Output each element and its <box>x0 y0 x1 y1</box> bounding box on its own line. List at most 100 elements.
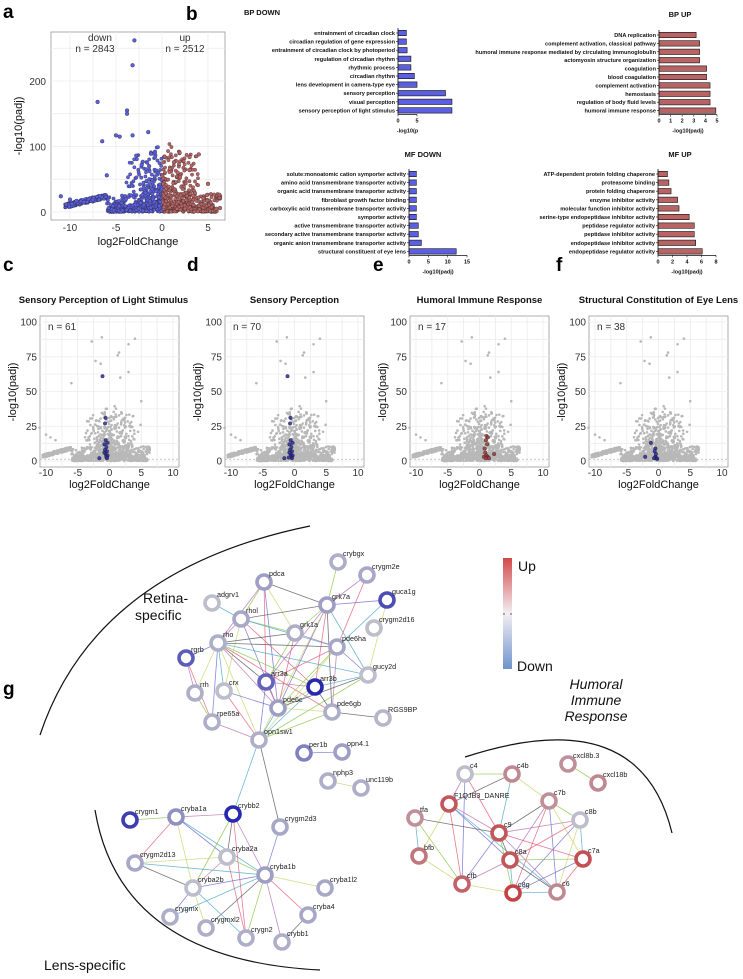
data-point-down <box>104 173 109 178</box>
data-point <box>276 413 280 417</box>
data-point <box>141 185 146 190</box>
data-point <box>182 168 187 173</box>
bar-category-label: enzyme inhibitor activity <box>590 198 656 204</box>
data-point <box>312 444 316 448</box>
data-point <box>267 455 271 458</box>
data-point <box>97 434 101 438</box>
data-point <box>144 445 147 449</box>
data-point <box>150 178 155 182</box>
data-point <box>83 457 87 461</box>
data-point <box>297 433 301 437</box>
data-point <box>90 431 94 435</box>
data-point <box>170 173 175 178</box>
data-point <box>282 427 285 431</box>
data-point-down <box>95 99 100 105</box>
data-point <box>46 453 49 456</box>
highlighted-point <box>103 421 108 426</box>
data-point-down <box>132 38 137 43</box>
x-tick-label: 0 <box>292 468 298 479</box>
x-tick-label: 5 <box>138 468 144 479</box>
bar-category-label: regulation of circadian rhythm <box>314 57 395 63</box>
data-point <box>163 165 167 170</box>
y-tick-label: 100 <box>205 318 222 329</box>
data-point-up <box>205 192 210 198</box>
data-point <box>150 187 155 192</box>
data-point <box>195 209 200 214</box>
n-label: n = 70 <box>233 322 262 333</box>
data-point <box>318 454 322 458</box>
data-point <box>144 450 147 453</box>
data-point <box>311 420 315 423</box>
data-point <box>158 168 163 172</box>
bar <box>408 214 417 221</box>
data-point <box>308 418 311 422</box>
bar <box>657 188 672 195</box>
data-point <box>227 453 230 457</box>
data-point <box>281 431 285 434</box>
data-point <box>136 206 141 211</box>
data-point <box>259 454 262 458</box>
data-point <box>303 457 307 460</box>
y-axis-label: -log10(padj) <box>192 363 204 422</box>
data-point <box>109 414 113 418</box>
data-point <box>90 197 95 202</box>
data-point <box>161 193 166 198</box>
data-point <box>100 411 104 415</box>
data-point-down <box>139 162 144 167</box>
data-point <box>44 433 48 436</box>
data-point <box>284 436 288 439</box>
data-point <box>70 202 75 206</box>
data-point <box>83 449 87 452</box>
bar-category-label: organic acid transmembrane transporter a… <box>277 189 407 195</box>
data-point <box>157 204 162 208</box>
data-point <box>169 152 173 157</box>
data-point <box>144 170 148 175</box>
data-point <box>161 176 166 181</box>
data-point <box>104 426 107 429</box>
bar <box>658 107 717 114</box>
data-point <box>136 430 140 434</box>
data-point <box>310 432 313 436</box>
data-point <box>101 433 105 437</box>
data-point <box>275 417 279 420</box>
data-point <box>166 193 171 197</box>
data-point <box>166 149 170 153</box>
bar-category-label: humoral immune response <box>585 109 657 115</box>
data-point <box>132 459 136 462</box>
data-point <box>130 435 134 438</box>
highlighted-point <box>102 450 107 455</box>
data-point <box>279 419 283 422</box>
data-point <box>329 450 332 453</box>
y-tick-label: 75 <box>26 352 38 363</box>
data-point <box>118 376 122 379</box>
bar <box>658 31 697 38</box>
data-point <box>280 458 283 462</box>
data-point <box>239 438 242 442</box>
data-point <box>78 455 82 458</box>
data-point <box>190 200 194 205</box>
data-point <box>308 421 312 424</box>
data-point <box>103 411 107 415</box>
data-point <box>477 422 481 426</box>
x-axis-label: -log10(p <box>397 128 419 134</box>
data-point <box>285 458 289 462</box>
y-tick-label: 25 <box>211 422 223 433</box>
data-point <box>115 430 119 433</box>
data-point-down <box>74 198 79 203</box>
data-point <box>127 342 130 346</box>
data-point <box>275 340 279 343</box>
data-point <box>324 450 328 454</box>
data-point <box>123 204 128 209</box>
bar <box>397 73 415 80</box>
panel-label-a: a <box>3 2 14 23</box>
highlighted-point <box>285 374 290 379</box>
data-point <box>106 420 110 423</box>
data-point <box>184 198 189 203</box>
data-point <box>186 160 191 165</box>
data-point <box>278 452 282 455</box>
y-tick-label: 100 <box>20 318 37 329</box>
bar-category-label: solute:monoatomic cation symporter activ… <box>287 172 407 178</box>
